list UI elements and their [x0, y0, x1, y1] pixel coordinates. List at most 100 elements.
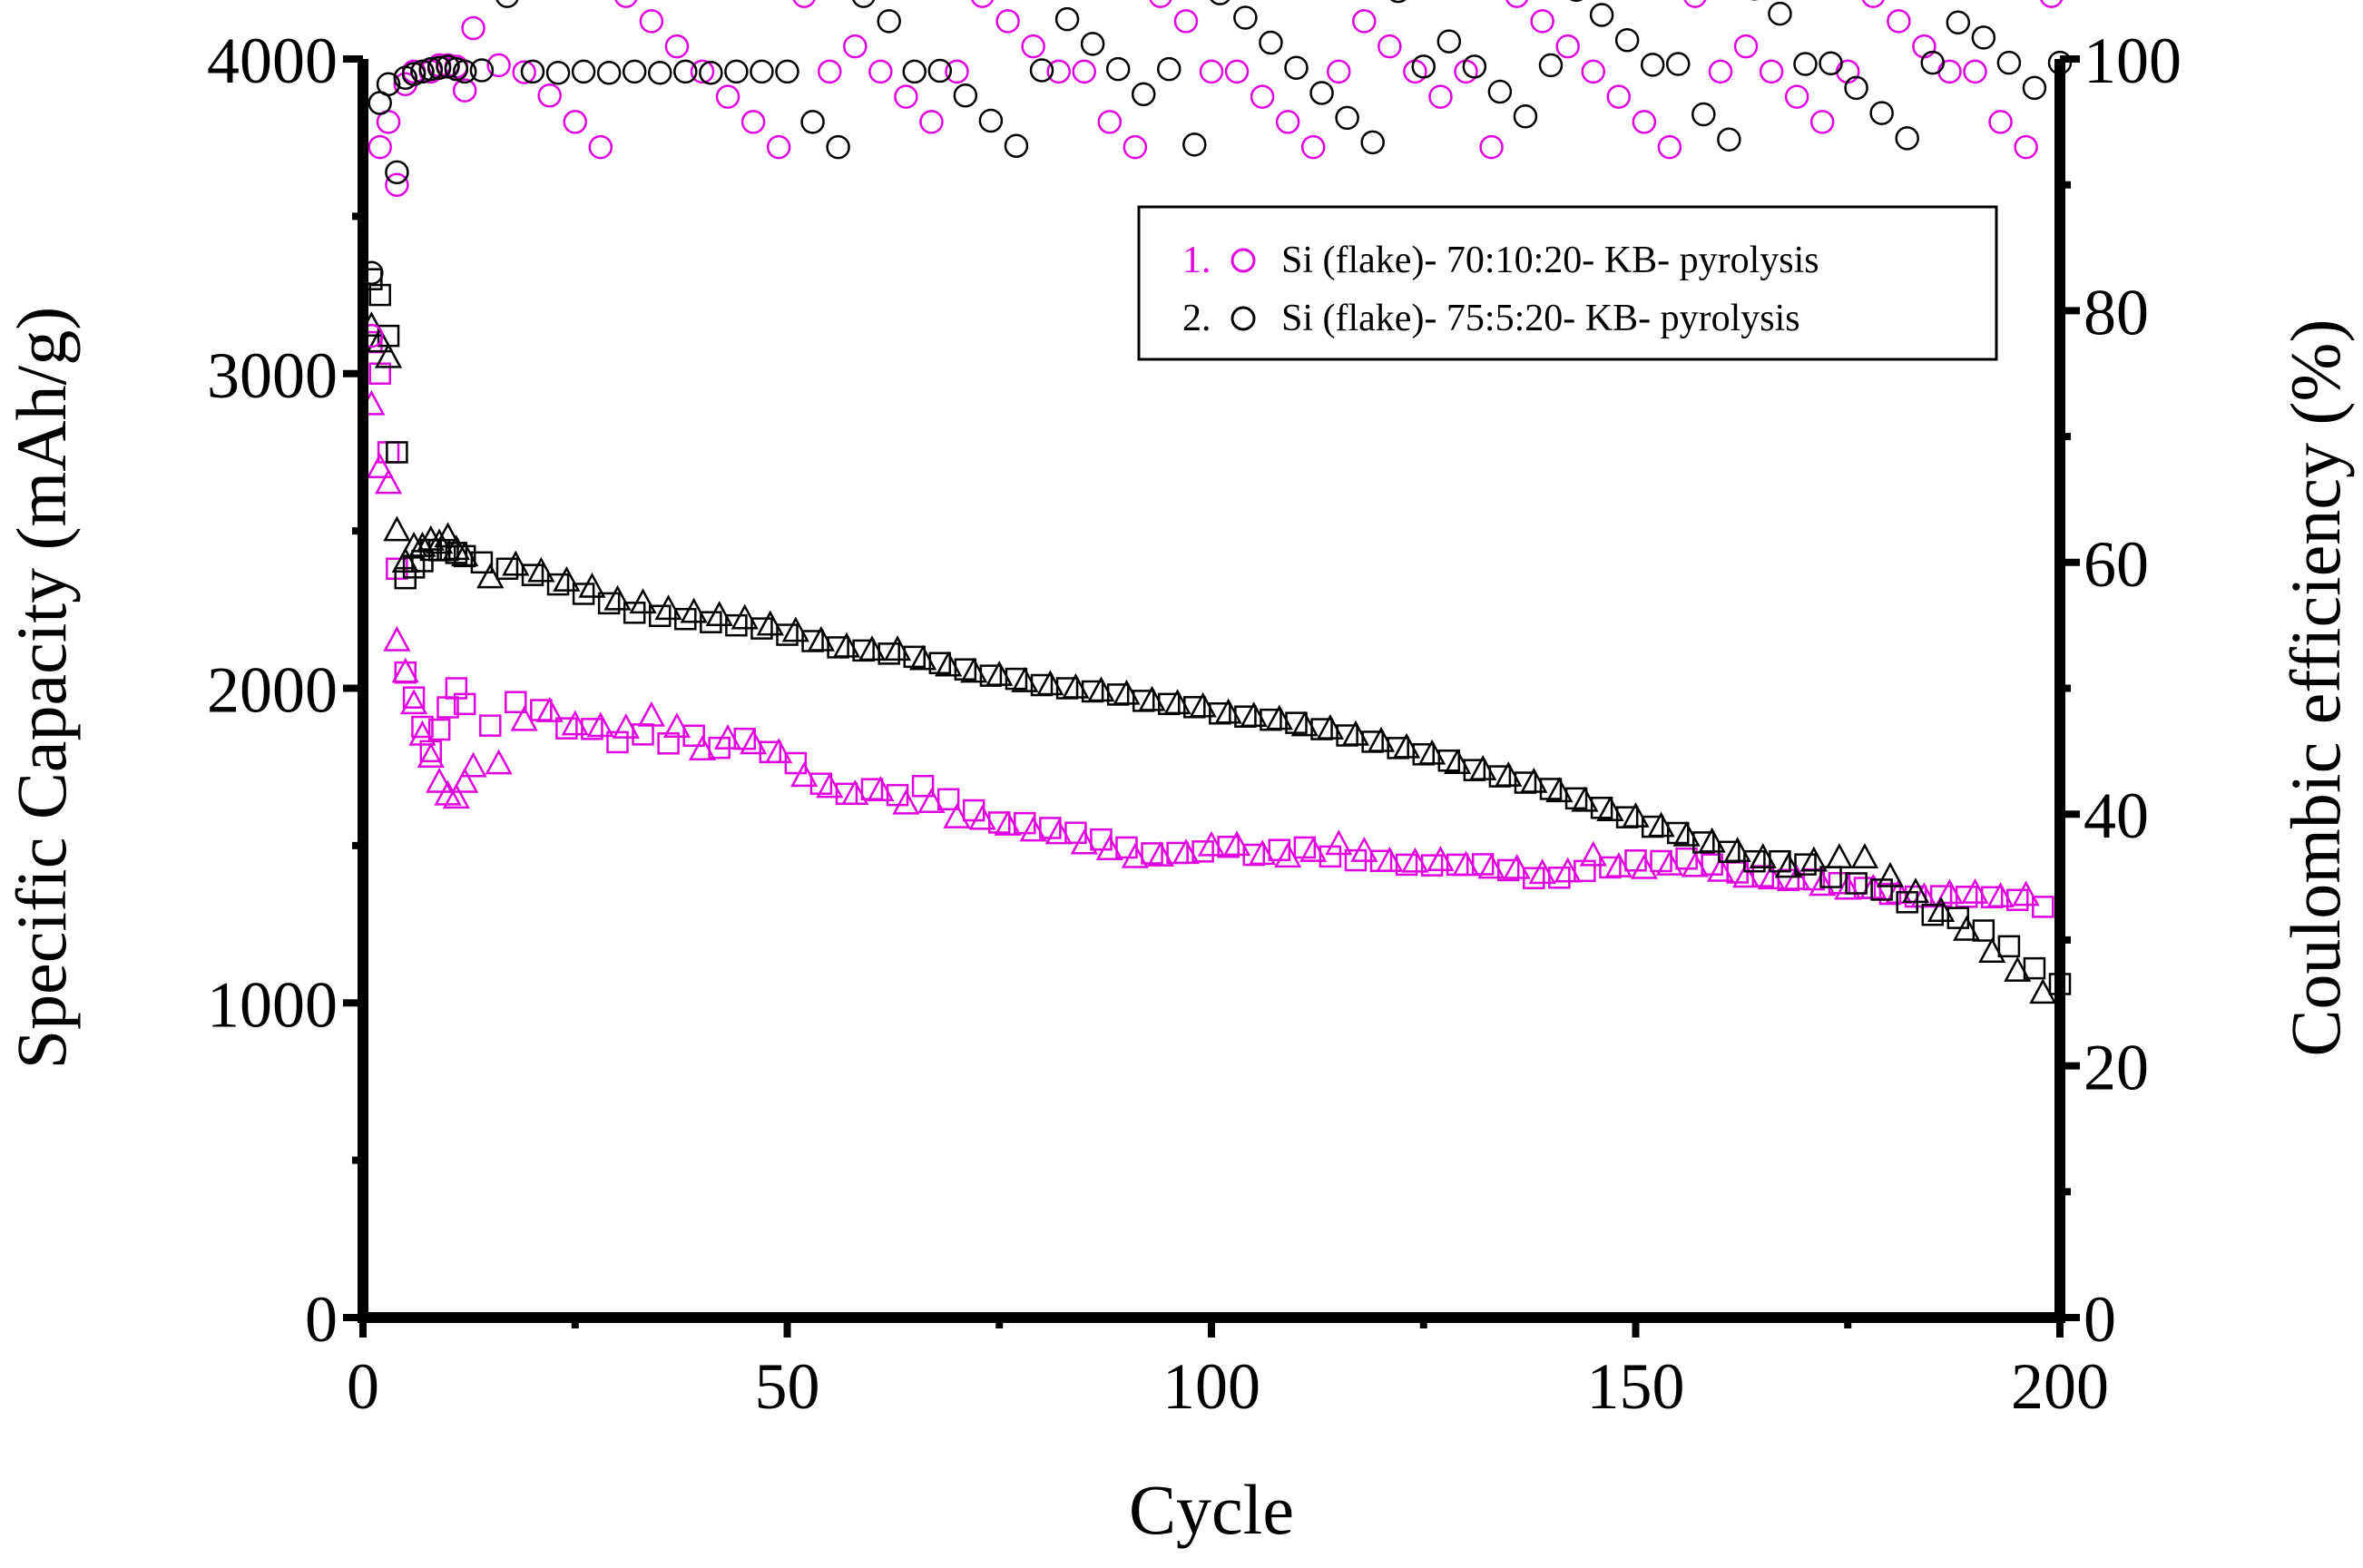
- legend-entry-2-number: 2.: [1182, 298, 1211, 339]
- data-point-square: [936, 788, 960, 811]
- data-point-triangle: [1825, 843, 1853, 868]
- data-point-circle: [1428, 84, 1453, 109]
- data-point-circle: [927, 58, 953, 83]
- data-point-triangle: [765, 738, 793, 764]
- data-point-triangle: [1265, 704, 1293, 730]
- data-point-triangle: [1495, 760, 1523, 787]
- data-point-circle: [639, 9, 664, 34]
- data-point-circle: [1717, 127, 1741, 152]
- data-point-triangle: [1011, 666, 1039, 692]
- data-point-triangle: [1376, 847, 1404, 872]
- data-point-circle: [563, 110, 587, 134]
- data-point-square: [2032, 896, 2054, 918]
- data-point-triangle: [451, 767, 479, 793]
- data-point-triangle: [1341, 720, 1370, 746]
- data-point-square: [1420, 854, 1444, 877]
- data-point-triangle: [451, 541, 479, 567]
- data-point-square: [1539, 778, 1563, 800]
- data-point-triangle: [680, 597, 708, 623]
- data-point-triangle: [1189, 691, 1217, 718]
- data-point-circle: [1284, 55, 1309, 80]
- data-point-triangle: [1197, 830, 1226, 857]
- series-4: [358, 311, 2057, 1004]
- data-point-circle: [648, 61, 672, 85]
- data-point-circle: [1004, 133, 1029, 158]
- data-point-circle: [1581, 59, 1605, 84]
- data-point-circle: [1996, 50, 2022, 75]
- data-point-triangle: [1901, 877, 1930, 904]
- data-point-triangle: [1418, 739, 1446, 765]
- data-point-circle: [1640, 53, 1665, 77]
- data-point-circle: [452, 59, 477, 84]
- data-point-triangle: [366, 453, 394, 479]
- x-tick-label: 100: [1162, 1350, 1260, 1423]
- data-point-circle: [1793, 52, 1818, 76]
- data-point-triangle: [1731, 862, 1760, 888]
- data-point-triangle: [1698, 827, 1726, 853]
- ticks-layer: 0 50 100 150 2000100020003000400002040608010…: [207, 24, 2182, 1423]
- data-point-circle: [945, 59, 969, 84]
- data-point-circle: [1920, 50, 1945, 75]
- data-point-triangle: [1978, 937, 2006, 964]
- data-point-square: [470, 551, 494, 574]
- data-point-triangle: [510, 705, 538, 731]
- data-point-circle: [1021, 34, 1045, 59]
- data-point-triangle: [1850, 843, 1879, 868]
- data-point-triangle: [1809, 870, 1837, 897]
- data-point-triangle: [1986, 882, 2015, 907]
- data-point-square: [1667, 821, 1690, 845]
- data-point-circle: [1844, 75, 1868, 101]
- data-point-square: [479, 714, 502, 737]
- data-point-circle: [978, 108, 1004, 133]
- data-point-circle: [1309, 81, 1334, 105]
- data-point-triangle: [935, 651, 963, 677]
- legend-entry-1-label: Si (flake)- 70:10:20- KB- pyrolysis: [1281, 240, 1819, 281]
- data-point-triangle: [1961, 877, 1989, 904]
- data-point-circle: [1819, 51, 1843, 75]
- legend-entry-1-number: 1.: [1182, 240, 1211, 281]
- data-point-square: [505, 691, 527, 714]
- data-point-triangle: [960, 657, 988, 683]
- data-point-circle: [596, 61, 622, 85]
- data-point-circle: [775, 59, 799, 84]
- data-point-square: [1997, 935, 2021, 958]
- data-point-triangle: [858, 635, 887, 662]
- data-point-triangle: [1503, 853, 1531, 879]
- data-point-square: [597, 592, 621, 615]
- data-point-triangle: [400, 689, 428, 715]
- data-point-triangle: [1469, 755, 1497, 780]
- legend-entry-1-marker: [1231, 248, 1256, 273]
- data-point-circle: [2040, 0, 2064, 8]
- data-point-square: [368, 283, 391, 307]
- data-point-circle: [461, 15, 485, 41]
- data-point-triangle: [527, 556, 555, 583]
- data-point-square: [1650, 849, 1672, 873]
- data-point-triangle: [1290, 710, 1319, 737]
- data-point-triangle: [1596, 796, 1624, 821]
- data-point-triangle: [1647, 811, 1675, 838]
- data-point-square: [2023, 956, 2046, 980]
- data-point-circle: [1505, 0, 1529, 8]
- data-point-triangle: [1876, 861, 1905, 887]
- data-point-circle: [1657, 134, 1682, 160]
- legend-entry-2-marker: [1231, 306, 1256, 331]
- data-point-circle: [1988, 110, 2013, 134]
- data-point-circle: [971, 0, 995, 8]
- data-point-triangle: [1706, 856, 1735, 882]
- data-point-triangle: [1936, 878, 1964, 905]
- data-point-square: [1005, 667, 1028, 691]
- data-point-square: [988, 811, 1011, 834]
- series-2: [358, 389, 2040, 908]
- y-right-tick-label: 80: [2084, 276, 2149, 348]
- data-point-square: [495, 557, 519, 580]
- data-point-circle: [1327, 59, 1351, 84]
- x-tick-label: 50: [755, 1350, 820, 1423]
- data-point-square: [928, 652, 952, 675]
- data-point-circle: [1335, 105, 1359, 131]
- x-tick-label: 0: [347, 1350, 379, 1423]
- data-point-triangle: [417, 524, 445, 551]
- data-point-square: [1293, 836, 1317, 859]
- data-point-circle: [1895, 126, 1919, 151]
- data-point-triangle: [943, 802, 971, 828]
- data-point-square: [445, 677, 468, 700]
